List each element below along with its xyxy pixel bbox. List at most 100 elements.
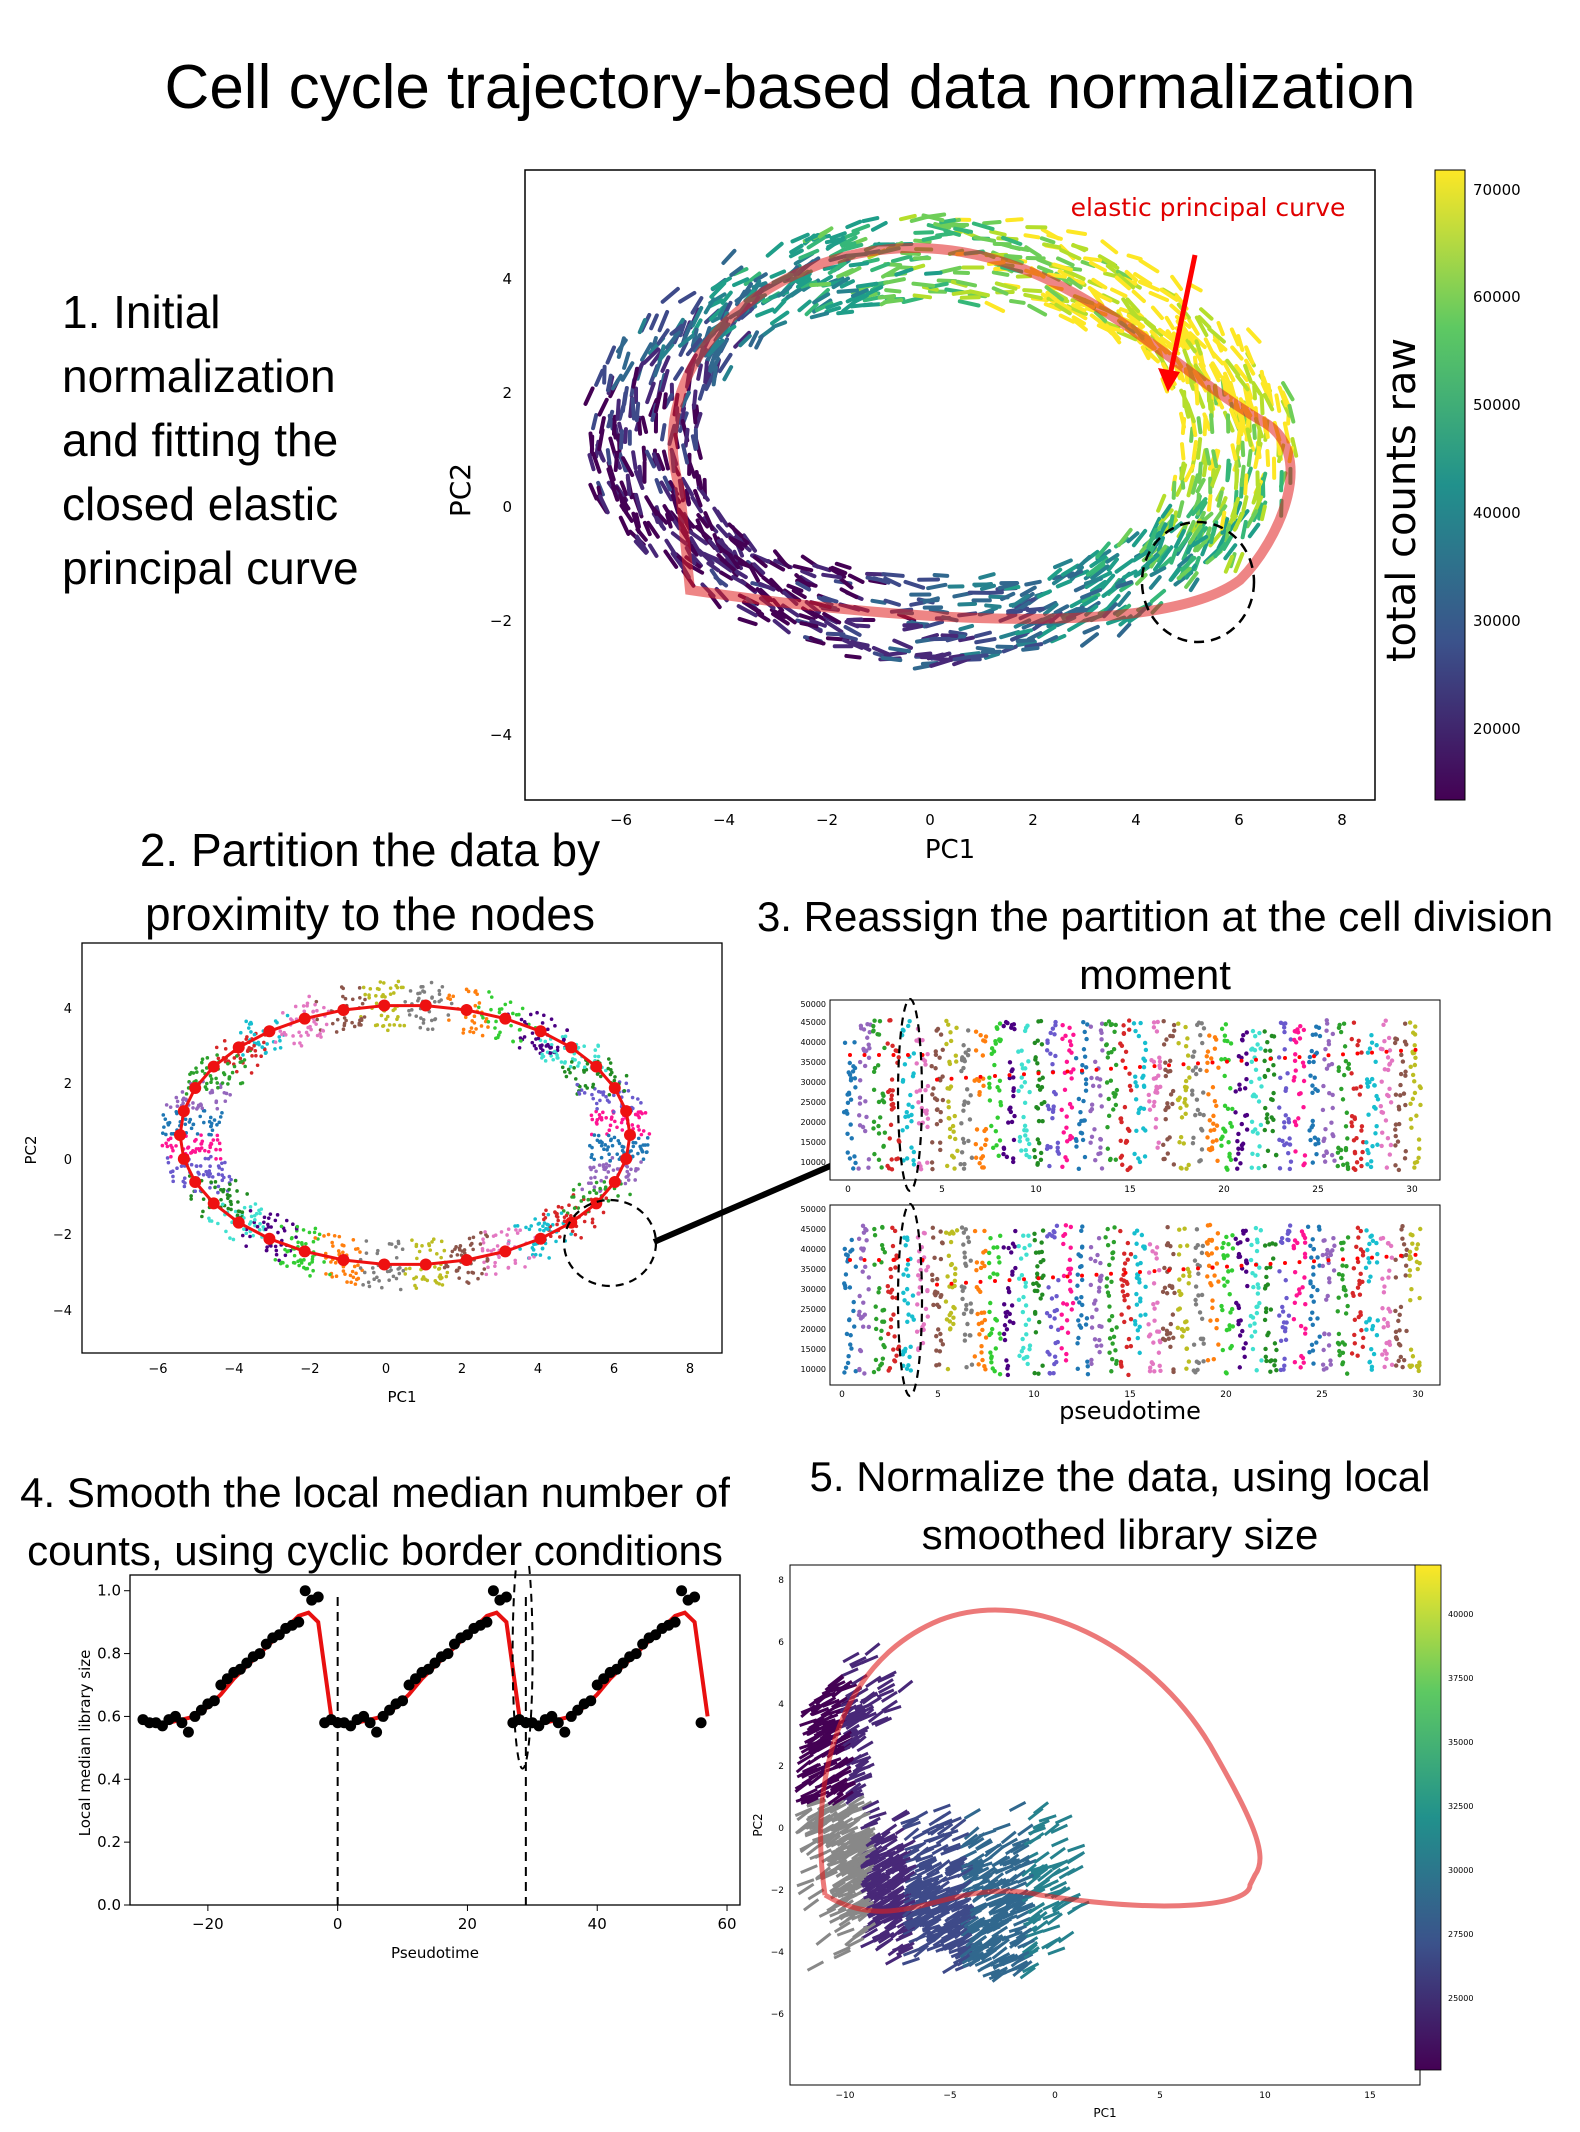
strip-dot bbox=[1038, 1150, 1044, 1156]
velocity-arrow bbox=[1131, 550, 1150, 563]
cell-dot bbox=[414, 1014, 419, 1018]
velocity-arrow bbox=[1042, 635, 1059, 645]
cell-dot bbox=[298, 1258, 303, 1262]
strip-dot bbox=[1264, 1116, 1269, 1121]
strip-dot bbox=[1138, 1020, 1143, 1026]
strip-dot bbox=[890, 1101, 896, 1107]
strip-dot bbox=[916, 1291, 921, 1296]
velocity-arrow bbox=[729, 265, 744, 278]
strip-dot bbox=[1170, 1101, 1175, 1107]
cell-dot bbox=[353, 1282, 358, 1286]
cell-dot bbox=[330, 1240, 334, 1245]
strip-dot bbox=[1035, 1161, 1040, 1166]
strip-dot bbox=[1133, 1254, 1138, 1260]
strip-dot bbox=[1088, 1024, 1094, 1029]
strip-dot bbox=[1321, 1347, 1326, 1353]
velocity-arrow bbox=[619, 495, 631, 511]
strip-dot bbox=[1011, 1137, 1017, 1143]
strip-dot bbox=[1075, 1272, 1080, 1277]
cell-dot bbox=[166, 1160, 171, 1165]
strip-dot bbox=[1065, 1330, 1071, 1335]
strip-dot bbox=[1282, 1047, 1287, 1052]
velocity-arrow bbox=[661, 449, 670, 471]
cell-dot bbox=[580, 1187, 585, 1192]
cell-dot bbox=[555, 1222, 559, 1227]
velocity-arrow bbox=[660, 286, 680, 304]
velocity-arrow bbox=[686, 458, 697, 479]
median-dot bbox=[1239, 1263, 1244, 1268]
strip-dot bbox=[938, 1338, 944, 1343]
strip-dot bbox=[1233, 1157, 1238, 1162]
cell-dot bbox=[589, 1181, 593, 1185]
strip-dot bbox=[1292, 1269, 1298, 1275]
strip-dot bbox=[1317, 1033, 1323, 1039]
strip-dot bbox=[1160, 1336, 1166, 1342]
strip-dot bbox=[873, 1304, 878, 1309]
strip-dot bbox=[1035, 1137, 1041, 1142]
strip-dot bbox=[1352, 1341, 1358, 1346]
strip-dot bbox=[1179, 1327, 1185, 1332]
cell-dot bbox=[356, 1276, 361, 1281]
strip-dot bbox=[1196, 1293, 1201, 1298]
strip-dot bbox=[866, 1324, 872, 1330]
strip-dot bbox=[1283, 1278, 1288, 1283]
cell-dot bbox=[368, 987, 373, 991]
strip-dot bbox=[995, 1115, 1000, 1120]
velocity-arrow bbox=[765, 241, 784, 258]
strip-dot bbox=[1096, 1151, 1101, 1157]
velocity-arrow bbox=[776, 284, 793, 298]
strip-dot bbox=[1111, 1107, 1116, 1112]
cell-dot bbox=[282, 1229, 287, 1233]
strip-dot bbox=[1209, 1251, 1215, 1256]
strip-dot bbox=[964, 1364, 969, 1370]
cell-dot bbox=[375, 1275, 379, 1280]
strip-dot bbox=[1096, 1236, 1102, 1241]
cell-dot bbox=[582, 1219, 587, 1224]
cell-dot bbox=[471, 1235, 476, 1240]
strip-dot bbox=[938, 1118, 943, 1124]
strip-dot bbox=[1369, 1159, 1374, 1164]
cell-dot bbox=[218, 1085, 223, 1090]
strip-dot bbox=[914, 1089, 919, 1094]
cell-dot bbox=[607, 1092, 612, 1097]
strip-dot bbox=[1109, 1313, 1115, 1319]
cell-dot bbox=[197, 1172, 201, 1176]
strip-dot bbox=[1284, 1141, 1289, 1146]
cell-dot bbox=[497, 1007, 502, 1012]
strip-dot bbox=[908, 1344, 913, 1350]
velocity-arrow bbox=[685, 337, 703, 357]
strip-dot bbox=[1034, 1271, 1040, 1276]
strip-dot bbox=[1006, 1120, 1011, 1125]
strip-dot bbox=[1213, 1037, 1219, 1042]
strip-dot bbox=[940, 1097, 946, 1103]
velocity-arrow bbox=[839, 235, 858, 247]
velocity-arrow bbox=[673, 366, 684, 381]
velocity-arrow bbox=[828, 566, 847, 579]
median-dot bbox=[1341, 1257, 1345, 1262]
strip-dot bbox=[991, 1245, 996, 1250]
cell-dot bbox=[522, 1019, 527, 1024]
cell-dot bbox=[299, 1034, 303, 1038]
cell-dot bbox=[472, 1021, 477, 1025]
strip-dot bbox=[1412, 1090, 1418, 1096]
strip-dot bbox=[1221, 1240, 1226, 1246]
velocity-arrow bbox=[804, 302, 819, 317]
strip-dot bbox=[1016, 1276, 1022, 1281]
x-axis-label: PC1 bbox=[925, 835, 975, 860]
strip-dot bbox=[886, 1331, 891, 1337]
velocity-arrow bbox=[948, 629, 968, 637]
cell-dot bbox=[592, 1157, 596, 1162]
strip-dot bbox=[1035, 1038, 1040, 1043]
strip-dot bbox=[872, 1262, 877, 1267]
cell-dot bbox=[202, 1109, 207, 1113]
strip-dot bbox=[1208, 1318, 1213, 1323]
cell-dot bbox=[440, 984, 445, 989]
strip-dot bbox=[1192, 1049, 1197, 1054]
strip-dot bbox=[1092, 1337, 1098, 1342]
cell-dot bbox=[462, 1248, 467, 1252]
strip-dot bbox=[916, 1273, 921, 1278]
velocity-arrow bbox=[968, 289, 990, 298]
velocity-arrow bbox=[606, 409, 615, 429]
strip-dot bbox=[1335, 1163, 1340, 1169]
cell-dot bbox=[246, 1026, 251, 1030]
